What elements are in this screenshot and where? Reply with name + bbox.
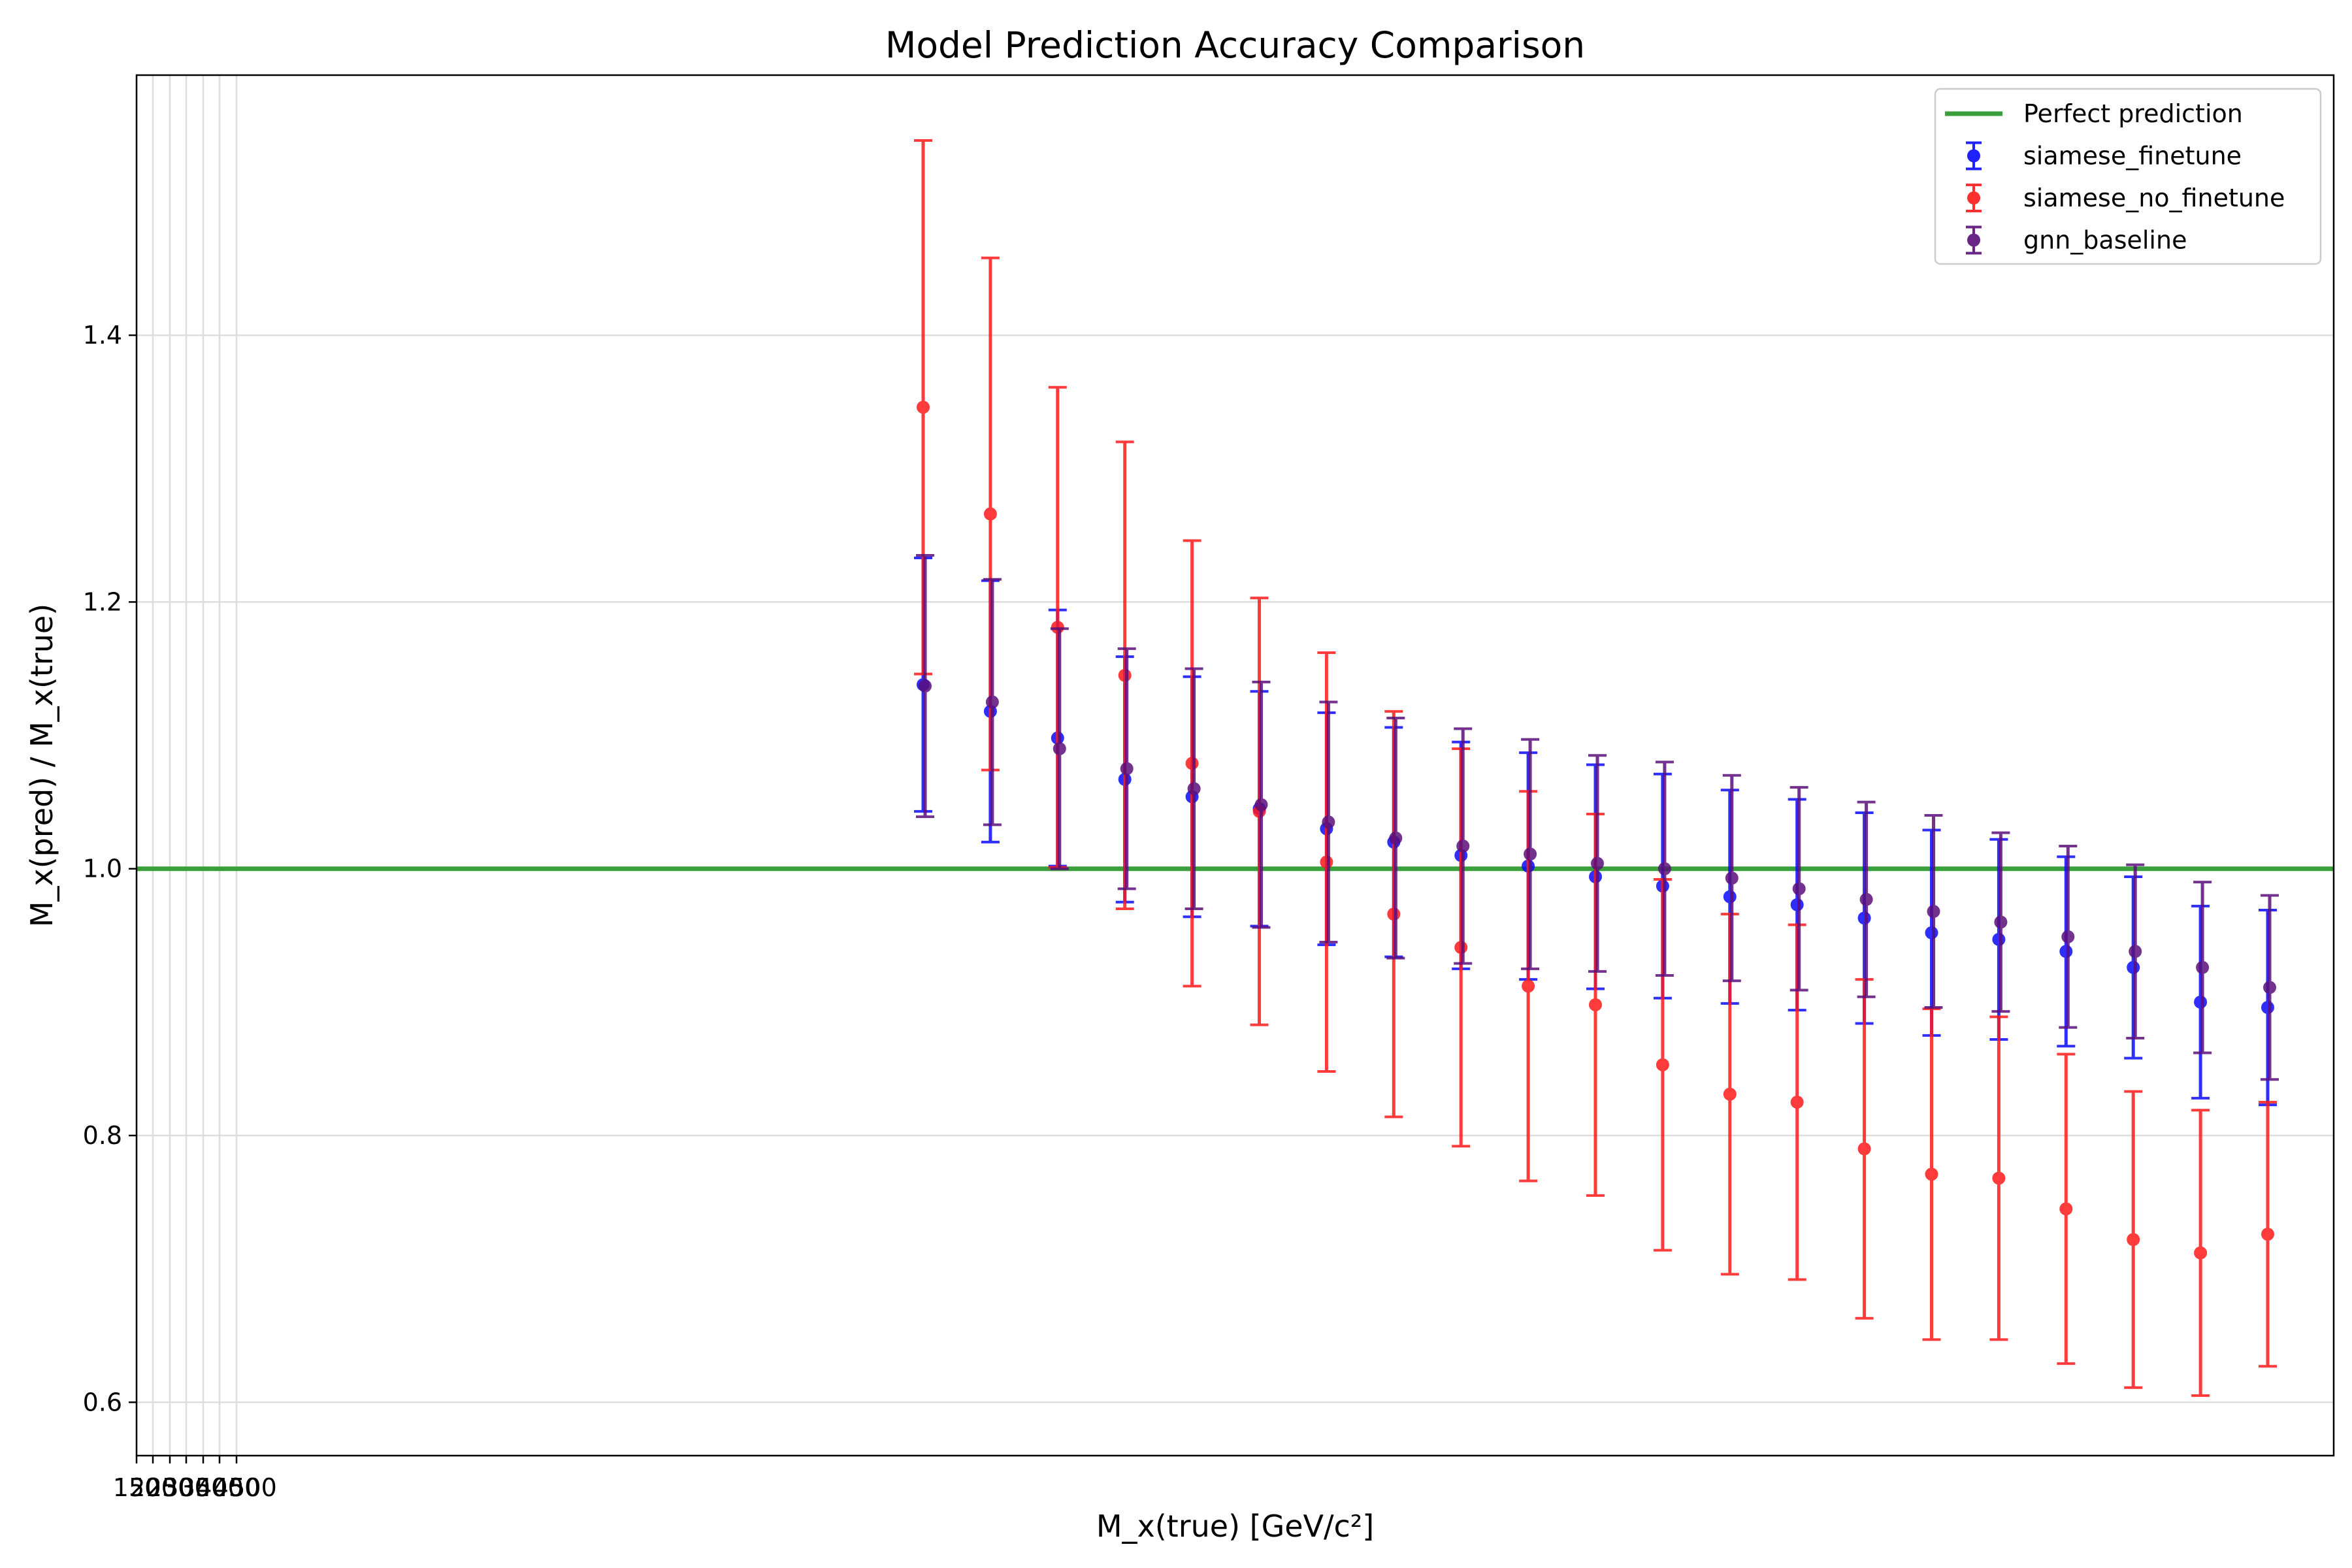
data-point bbox=[2127, 1233, 2140, 1247]
data-point bbox=[1790, 1095, 1804, 1109]
data-point bbox=[1857, 1142, 1871, 1156]
data-point bbox=[1723, 1087, 1737, 1101]
data-point bbox=[2194, 1246, 2208, 1260]
x-tick-label: 500 bbox=[229, 1473, 277, 1502]
data-point bbox=[1387, 907, 1401, 921]
data-point bbox=[1522, 979, 1535, 993]
data-point bbox=[1658, 862, 1671, 875]
data-point bbox=[1656, 1058, 1669, 1071]
legend: Perfect prediction siamese_finetunesiames… bbox=[1934, 88, 2322, 265]
x-tick-label: 250 bbox=[146, 1473, 194, 1502]
y-tick-label: 0.6 bbox=[83, 1388, 122, 1416]
data-point bbox=[1185, 757, 1199, 770]
plot-frame bbox=[135, 74, 2335, 1457]
legend-marker bbox=[1967, 233, 1980, 247]
data-point bbox=[1725, 872, 1739, 885]
data-point bbox=[1859, 892, 1873, 906]
legend-label-siamese_finetune: siamese_finetune bbox=[2023, 142, 2242, 171]
data-point bbox=[2263, 981, 2276, 994]
x-tick-label: 450 bbox=[213, 1473, 261, 1502]
data-point bbox=[1254, 798, 1268, 811]
data-point bbox=[1994, 915, 2008, 929]
data-point bbox=[1925, 1168, 1938, 1181]
legend-label-perfect-prediction: Perfect prediction bbox=[2023, 99, 2243, 128]
x-tick-label: 200 bbox=[129, 1473, 177, 1502]
legend-marker bbox=[1967, 191, 1980, 204]
data-point bbox=[1925, 926, 1938, 939]
data-point bbox=[2059, 945, 2073, 958]
x-tick-label: 300 bbox=[163, 1473, 210, 1502]
series-gnn_baseline bbox=[916, 553, 2279, 1081]
x-tick-label: 350 bbox=[180, 1473, 227, 1502]
y-axis: 0.6 0.8 1.0 1.2 1.4 bbox=[83, 321, 137, 1416]
y-tick-label: 1.0 bbox=[83, 855, 122, 883]
legend-marker bbox=[1967, 149, 1980, 163]
data-point bbox=[2059, 1202, 2073, 1216]
data-point bbox=[1723, 890, 1737, 904]
data-point bbox=[1591, 857, 1604, 870]
x-tick-label: 400 bbox=[196, 1473, 244, 1502]
data-point bbox=[1389, 831, 1403, 845]
data-point bbox=[1790, 898, 1804, 911]
data-point bbox=[1051, 621, 1064, 634]
data-point bbox=[985, 695, 999, 709]
data-point bbox=[1118, 668, 1132, 682]
y-tick-label: 1.4 bbox=[83, 321, 122, 350]
data-point bbox=[2196, 960, 2210, 974]
data-point bbox=[2129, 945, 2142, 958]
data-point bbox=[1454, 941, 1468, 955]
legend-label-siamese_no_finetune: siamese_no_finetune bbox=[2023, 184, 2285, 212]
data-point bbox=[1927, 905, 1940, 919]
data-point bbox=[1120, 762, 1134, 776]
data-point bbox=[1992, 1171, 2006, 1185]
legend-swatch-siamese_no_finetune bbox=[1966, 184, 1982, 212]
x-tick-label: 150 bbox=[113, 1473, 161, 1502]
data-point bbox=[917, 400, 930, 414]
data-point bbox=[1524, 847, 1537, 861]
y-axis-label: M_x(pred) / M_x(true) bbox=[24, 604, 59, 927]
legend-swatch-siamese_finetune bbox=[1966, 141, 1982, 171]
legend-box bbox=[1934, 88, 2322, 265]
data-point bbox=[1456, 840, 1470, 853]
series-siamese_no_finetune bbox=[914, 139, 2277, 1397]
chart-title: Model Prediction Accuracy Comparison bbox=[885, 24, 1585, 66]
data-point bbox=[919, 679, 932, 693]
data-point bbox=[1320, 855, 1333, 869]
data-point bbox=[2261, 1228, 2274, 1241]
data-point bbox=[983, 507, 997, 521]
data-point bbox=[2061, 930, 2075, 943]
data-point bbox=[1053, 742, 1066, 755]
x-axis-label: M_x(true) [GeV/c²] bbox=[1096, 1509, 1374, 1544]
data-point bbox=[1589, 998, 1602, 1011]
data-marks bbox=[914, 139, 2279, 1397]
y-tick-label: 1.2 bbox=[83, 587, 122, 616]
data-point bbox=[1322, 815, 1335, 829]
data-point bbox=[1792, 882, 1806, 896]
legend-swatch-gnn_baseline bbox=[1966, 225, 1982, 255]
data-point bbox=[2194, 995, 2208, 1009]
data-point bbox=[1992, 932, 2006, 946]
data-point bbox=[1187, 782, 1201, 796]
y-tick-label: 0.8 bbox=[83, 1121, 122, 1150]
data-point bbox=[2127, 960, 2140, 974]
legend-label-gnn_baseline: gnn_baseline bbox=[2023, 226, 2187, 255]
data-point bbox=[2261, 1001, 2274, 1015]
data-point bbox=[1857, 911, 1871, 925]
